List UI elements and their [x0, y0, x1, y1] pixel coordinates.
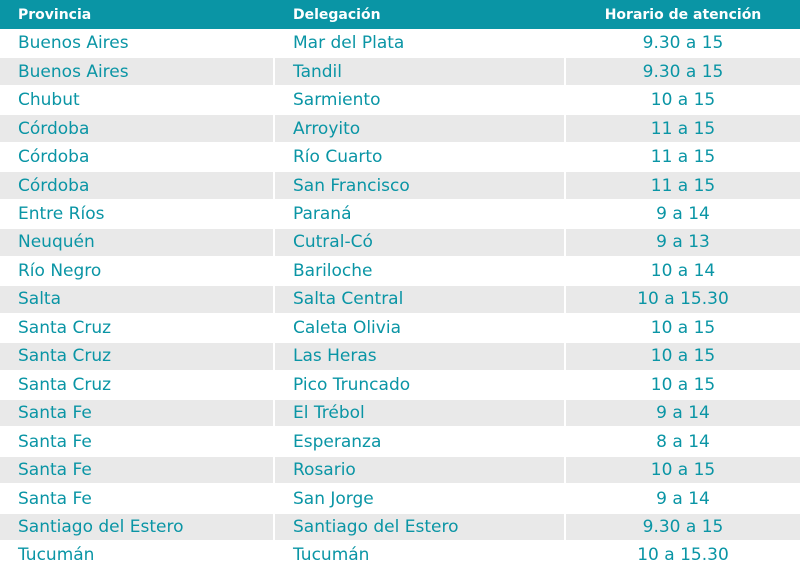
table-row: Santa Cruz Pico Truncado 10 a 15 — [0, 371, 800, 398]
cell-horario: 10 a 15 — [650, 317, 716, 338]
table-row: Salta Salta Central 10 a 15.30 — [0, 286, 800, 313]
cell-provincia: Córdoba — [18, 147, 90, 168]
cell-delegacion: Las Heras — [275, 342, 564, 370]
cell-horario: 9 a 14 — [656, 204, 710, 225]
cell-horario: 10 a 14 — [650, 260, 716, 281]
cell-delegacion: Pico Truncado — [293, 374, 411, 395]
cell-horario: 10 a 15 — [566, 456, 800, 484]
cell-horario: 10 a 15.30 — [637, 545, 729, 566]
cell-provincia: Santa Cruz — [18, 317, 112, 338]
cell-delegacion: Paraná — [293, 204, 352, 225]
cell-delegacion: San Francisco — [275, 172, 564, 199]
cell-horario: 11 a 15 — [650, 147, 716, 168]
table-row: Buenos Aires Mar del Plata 9.30 a 15 — [0, 30, 800, 57]
cell-provincia: Tucumán — [18, 545, 95, 566]
cell-horario: 10 a 15 — [650, 374, 716, 395]
table-row: Santa Fe San Jorge 9 a 14 — [0, 485, 800, 512]
table-row: Chubut Sarmiento 10 a 15 — [0, 87, 800, 114]
cell-delegacion: Sarmiento — [293, 90, 381, 111]
table-row: Santa Fe El Trébol 9 a 14 — [0, 399, 800, 427]
cell-horario: 9 a 14 — [656, 488, 710, 509]
header-horario: Horario de atención — [604, 6, 762, 23]
cell-horario: 11 a 15 — [566, 172, 800, 199]
table-row: Buenos Aires Tandil 9.30 a 15 — [0, 58, 800, 86]
cell-horario: 9 a 13 — [566, 229, 800, 256]
cell-provincia: Buenos Aires — [18, 33, 129, 54]
table-header: Provincia Delegación Horario de atención — [0, 0, 800, 29]
cell-provincia: Santiago del Estero — [0, 513, 273, 541]
cell-horario: 10 a 15 — [650, 90, 716, 111]
cell-delegacion: Esperanza — [293, 431, 382, 452]
cell-delegacion: Mar del Plata — [293, 33, 405, 54]
table-body: Buenos Aires Mar del Plata 9.30 a 15 Buenos… — [0, 29, 800, 569]
cell-horario: 9 a 14 — [566, 399, 800, 427]
cell-delegacion: Arroyito — [275, 115, 564, 142]
header-delegacion: Delegación — [293, 6, 381, 23]
cell-horario: 10 a 15.30 — [566, 286, 800, 313]
cell-horario: 9.30 a 15 — [566, 513, 800, 541]
table-row: Santa Cruz Las Heras 10 a 15 — [0, 342, 800, 370]
cell-delegacion: Santiago del Estero — [275, 513, 564, 541]
header-provincia: Provincia — [18, 6, 92, 23]
cell-delegacion: Tandil — [275, 58, 564, 86]
cell-provincia: Córdoba — [0, 172, 273, 199]
cell-provincia: Río Negro — [18, 260, 102, 281]
table-row: Santiago del Estero Santiago del Estero 9.… — [0, 513, 800, 541]
cell-provincia: Chubut — [18, 90, 80, 111]
cell-horario: 10 a 15 — [566, 342, 800, 370]
cell-horario: 11 a 15 — [566, 115, 800, 142]
cell-provincia: Santa Cruz — [18, 374, 112, 395]
table-row: Neuquén Cutral-Có 9 a 13 — [0, 229, 800, 256]
cell-provincia: Santa Fe — [18, 431, 92, 452]
cell-delegacion: Bariloche — [293, 260, 373, 281]
cell-delegacion: Rosario — [275, 456, 564, 484]
cell-provincia: Santa Cruz — [0, 342, 273, 370]
cell-delegacion: Río Cuarto — [293, 147, 383, 168]
cell-provincia: Neuquén — [0, 229, 273, 256]
cell-provincia: Entre Ríos — [18, 204, 105, 225]
cell-delegacion: Tucumán — [293, 545, 370, 566]
table-row: Córdoba San Francisco 11 a 15 — [0, 172, 800, 199]
cell-provincia: Santa Fe — [0, 399, 273, 427]
table-row: Santa Fe Esperanza 8 a 14 — [0, 428, 800, 455]
cell-provincia: Buenos Aires — [0, 58, 273, 86]
table-row: Río Negro Bariloche 10 a 14 — [0, 258, 800, 285]
cell-delegacion: Salta Central — [275, 286, 564, 313]
cell-horario: 9.30 a 15 — [566, 58, 800, 86]
cell-delegacion: El Trébol — [275, 399, 564, 427]
cell-delegacion: Cutral-Có — [275, 229, 564, 256]
table-row: Córdoba Arroyito 11 a 15 — [0, 115, 800, 142]
cell-provincia: Santa Fe — [0, 456, 273, 484]
table-row: Entre Ríos Paraná 9 a 14 — [0, 201, 800, 228]
cell-provincia: Santa Fe — [18, 488, 92, 509]
cell-provincia: Córdoba — [0, 115, 273, 142]
table-row: Tucumán Tucumán 10 a 15.30 — [0, 542, 800, 569]
cell-delegacion: Caleta Olivia — [293, 317, 401, 338]
table-row: Santa Cruz Caleta Olivia 10 a 15 — [0, 315, 800, 342]
cell-horario: 8 a 14 — [656, 431, 710, 452]
cell-delegacion: San Jorge — [293, 488, 374, 509]
table-row: Córdoba Río Cuarto 11 a 15 — [0, 144, 800, 171]
table-row: Santa Fe Rosario 10 a 15 — [0, 456, 800, 484]
cell-provincia: Salta — [0, 286, 273, 313]
cell-horario: 9.30 a 15 — [642, 33, 724, 54]
